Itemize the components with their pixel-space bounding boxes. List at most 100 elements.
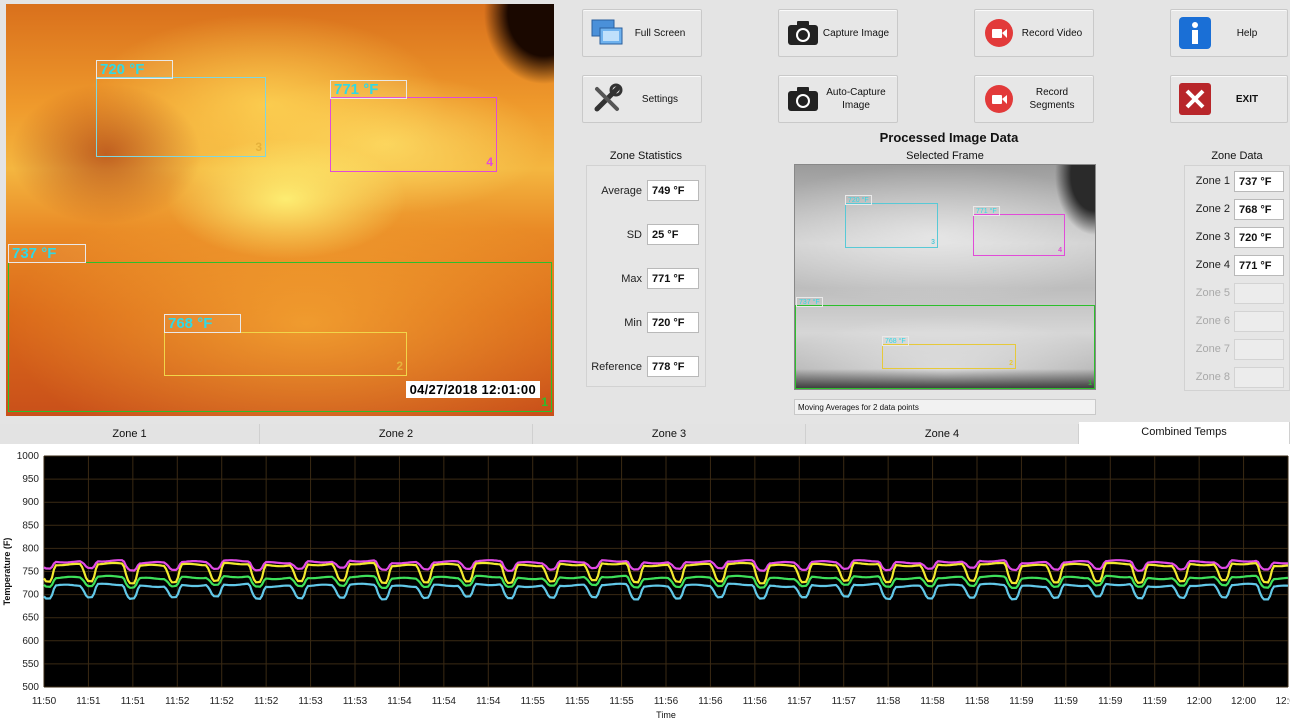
tab-zone-2[interactable]: Zone 2 — [260, 424, 533, 444]
y-axis-label: Temperature (F) — [2, 538, 12, 606]
auto-capture-label-line1: Auto-Capture — [826, 87, 886, 98]
record-video-button[interactable]: Record Video — [974, 9, 1094, 57]
combined-temps-chart[interactable]: 500 550 600 650 700 750 800 850 900 950 1000 11:50 1… — [0, 444, 1290, 726]
zone-data-label: Zone 4 — [1195, 259, 1230, 271]
tab-zone-4[interactable]: Zone 4 — [806, 424, 1079, 444]
y-tick-label: 1000 — [17, 451, 40, 462]
x-tick-label: 11:59 — [1009, 696, 1034, 707]
zone-data-label: Zone 3 — [1195, 231, 1230, 243]
help-button[interactable]: Help — [1170, 9, 1288, 57]
selected-frame-label: Selected Frame — [906, 150, 984, 162]
mini-zone-1-box: 1 — [795, 305, 1095, 389]
x-tick-label: 11:52 — [254, 696, 279, 707]
x-tick-label: 11:55 — [609, 696, 634, 707]
mini-zone-3-number: 3 — [931, 239, 935, 246]
series-line-2 — [43, 561, 1289, 585]
mini-zone-1-number: 1 — [1088, 380, 1092, 387]
x-tick-label: 11:51 — [121, 696, 146, 707]
x-tick-label: 11:56 — [654, 696, 679, 707]
x-tick-label: 11:52 — [165, 696, 190, 707]
x-tick-label: 12:00 — [1231, 696, 1256, 707]
y-tick-label: 700 — [22, 590, 39, 601]
record-segments-button[interactable]: Record Segments — [974, 75, 1094, 123]
record-segments-label: Record Segments — [1029, 87, 1075, 111]
zone-data-label: Zone 2 — [1195, 203, 1230, 215]
mini-zone-2-box: 2 — [882, 344, 1016, 369]
mini-zone-2-tag: 768 °F — [882, 336, 909, 346]
x-tick-label: 11:53 — [343, 696, 368, 707]
zone-1-box[interactable]: 1 — [8, 262, 552, 412]
processed-frame-image[interactable]: 3 720 °F 4 771 °F 1 737 °F 2 768 °F — [794, 164, 1096, 390]
zone-data-value — [1234, 311, 1284, 332]
x-tick-label: 11:54 — [432, 696, 457, 707]
reference-label: Reference — [591, 361, 642, 373]
zone-4-number: 4 — [486, 155, 493, 169]
zone-data-label: Zone 8 — [1195, 371, 1230, 383]
y-tick-label: 950 — [22, 474, 39, 485]
camera-icon — [785, 81, 821, 117]
zone-2-box[interactable]: 2 — [164, 332, 407, 376]
auto-capture-image-button[interactable]: Auto-Capture Image — [778, 75, 898, 123]
zone-data-title: Zone Data — [1211, 150, 1263, 162]
y-tick-label: 550 — [22, 659, 39, 670]
x-tick-label: 11:59 — [1143, 696, 1168, 707]
zone-3-box[interactable]: 3 — [96, 77, 266, 157]
record-video-icon — [981, 15, 1017, 51]
tab-zone-1[interactable]: Zone 1 — [0, 424, 260, 444]
thermal-camera-view[interactable]: 3 720 °F 4 771 °F 1 737 °F 2 768 °F 04/2… — [6, 4, 554, 416]
series-line-3 — [43, 574, 1289, 589]
help-label: Help — [1236, 27, 1258, 39]
exit-button[interactable]: EXIT — [1170, 75, 1288, 123]
max-label: Max — [621, 273, 642, 285]
x-tick-label: 11:53 — [298, 696, 323, 707]
mini-zone-1-tag: 737 °F — [796, 297, 823, 307]
x-tick-label: 11:58 — [920, 696, 945, 707]
zone-4-box[interactable]: 4 — [330, 97, 497, 172]
min-label: Min — [624, 317, 642, 329]
zone-statistics-title: Zone Statistics — [609, 150, 683, 162]
capture-image-button[interactable]: Capture Image — [778, 9, 898, 57]
info-icon — [1177, 15, 1213, 51]
x-tick-label: 11:58 — [876, 696, 901, 707]
zone-3-number: 3 — [255, 140, 262, 154]
tab-combined-temps[interactable]: Combined Temps — [1079, 422, 1290, 446]
zone-data-value — [1234, 339, 1284, 360]
reference-value: 778 °F — [647, 356, 699, 377]
y-tick-label: 850 — [22, 520, 39, 531]
x-tick-label: 11:50 — [32, 696, 57, 707]
x-tick-label: 11:58 — [965, 696, 990, 707]
wrench-icon — [589, 81, 625, 117]
x-tick-label: 11:51 — [76, 696, 101, 707]
y-tick-label: 600 — [22, 636, 39, 647]
processed-image-title: Processed Image Data — [879, 130, 1019, 145]
camera-icon — [785, 15, 821, 51]
max-value: 771 °F — [647, 268, 699, 289]
zone-1-number: 1 — [541, 395, 548, 409]
zone-data-label: Zone 7 — [1195, 343, 1230, 355]
tab-zone-3[interactable]: Zone 3 — [533, 424, 806, 444]
min-value: 720 °F — [647, 312, 699, 333]
full-screen-label: Full Screen — [634, 27, 686, 39]
settings-button[interactable]: Settings — [582, 75, 702, 123]
capture-image-label: Capture Image — [822, 27, 890, 39]
zone-1-tag: 737 °F — [8, 244, 86, 263]
zone-data-value: 737 °F — [1234, 171, 1284, 192]
x-tick-label: 11:52 — [210, 696, 235, 707]
auto-capture-label: Auto-Capture Image — [821, 86, 897, 112]
full-screen-button[interactable]: Full Screen — [582, 9, 702, 57]
zone-data-label: Zone 6 — [1195, 315, 1230, 327]
zone-data-value: 720 °F — [1234, 227, 1284, 248]
furnace-edge-shadow — [484, 4, 554, 84]
y-tick-label: 500 — [22, 682, 39, 693]
y-tick-label: 900 — [22, 497, 39, 508]
x-tick-label: 11:55 — [521, 696, 546, 707]
x-tick-label: 11:57 — [787, 696, 812, 707]
full-screen-icon — [589, 15, 625, 51]
x-tick-label: 11:56 — [743, 696, 768, 707]
x-tick-label: 12:00 — [1275, 696, 1290, 707]
zone-data-value — [1234, 283, 1284, 304]
zone-2-tag: 768 °F — [164, 314, 241, 333]
record-video-label: Record Video — [1021, 27, 1083, 39]
exit-label: EXIT — [1235, 93, 1259, 105]
sd-value: 25 °F — [647, 224, 699, 245]
